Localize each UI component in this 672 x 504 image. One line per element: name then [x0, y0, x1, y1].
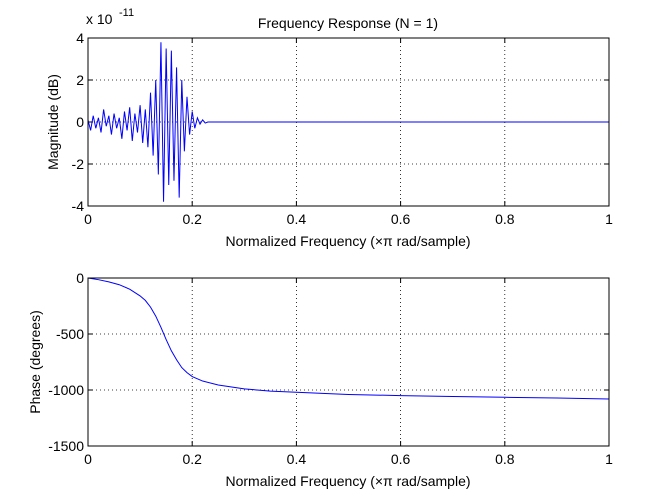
- magnitude-y-tick-label: -2: [72, 156, 85, 172]
- phase-x-tick-label: 0.2: [182, 451, 202, 467]
- phase-x-tick-label: 0.4: [287, 451, 307, 467]
- phase-x-axis-label: Normalized Frequency (×π rad/sample): [225, 473, 470, 489]
- phase-y-tick-label: -1500: [48, 438, 84, 454]
- magnitude-ticks: 0 0.2 0.4 0.6 0.8 1 -4 -2 0 2 4: [72, 30, 614, 227]
- magnitude-series-line: [87, 42, 609, 202]
- magnitude-axes-box: [87, 37, 610, 207]
- magnitude-x-tick-label: 0.8: [495, 211, 515, 227]
- phase-x-tick-label: 0.6: [391, 451, 411, 467]
- phase-plot: 0 0.2 0.4 0.6 0.8 1 -1500 -1000 -500 0 Normalized…: [27, 270, 613, 489]
- magnitude-y-tick-label: 0: [76, 114, 84, 130]
- magnitude-exponent-power: -11: [119, 7, 134, 19]
- magnitude-y-tick-label: 4: [76, 30, 84, 46]
- phase-y-tick-label: -500: [56, 326, 84, 342]
- phase-grid: [88, 278, 609, 446]
- magnitude-x-tick-label: 1: [605, 211, 613, 227]
- magnitude-plot: Frequency Response (N = 1) x 10 -11 0 0.2…: [45, 7, 613, 249]
- magnitude-x-tick-label: 0.6: [391, 211, 411, 227]
- phase-x-tick-label: 0.8: [495, 451, 515, 467]
- magnitude-series-layer: [87, 42, 609, 202]
- magnitude-plot-title: Frequency Response (N = 1): [258, 15, 438, 31]
- magnitude-y-tick-label: 2: [76, 72, 84, 88]
- phase-ticks: 0 0.2 0.4 0.6 0.8 1 -1500 -1000 -500 0: [48, 270, 613, 467]
- magnitude-y-axis-label: Magnitude (dB): [45, 74, 61, 170]
- magnitude-exponent-base: x 10: [86, 11, 113, 27]
- magnitude-y-tick-label: -4: [72, 198, 85, 214]
- magnitude-x-tick-label: 0.4: [287, 211, 307, 227]
- magnitude-x-tick-label: 0.2: [182, 211, 202, 227]
- phase-axes-box: [87, 277, 610, 447]
- phase-y-tick-label: -1000: [48, 382, 84, 398]
- phase-x-tick-label: 1: [605, 451, 613, 467]
- magnitude-x-tick-label: 0: [84, 211, 92, 227]
- magnitude-x-axis-label: Normalized Frequency (×π rad/sample): [225, 233, 470, 249]
- phase-series-layer: [87, 277, 610, 400]
- phase-x-tick-label: 0: [84, 451, 92, 467]
- phase-y-axis-label: Phase (degrees): [27, 310, 43, 414]
- phase-y-tick-label: 0: [76, 270, 84, 286]
- phase-series-line: [87, 277, 610, 400]
